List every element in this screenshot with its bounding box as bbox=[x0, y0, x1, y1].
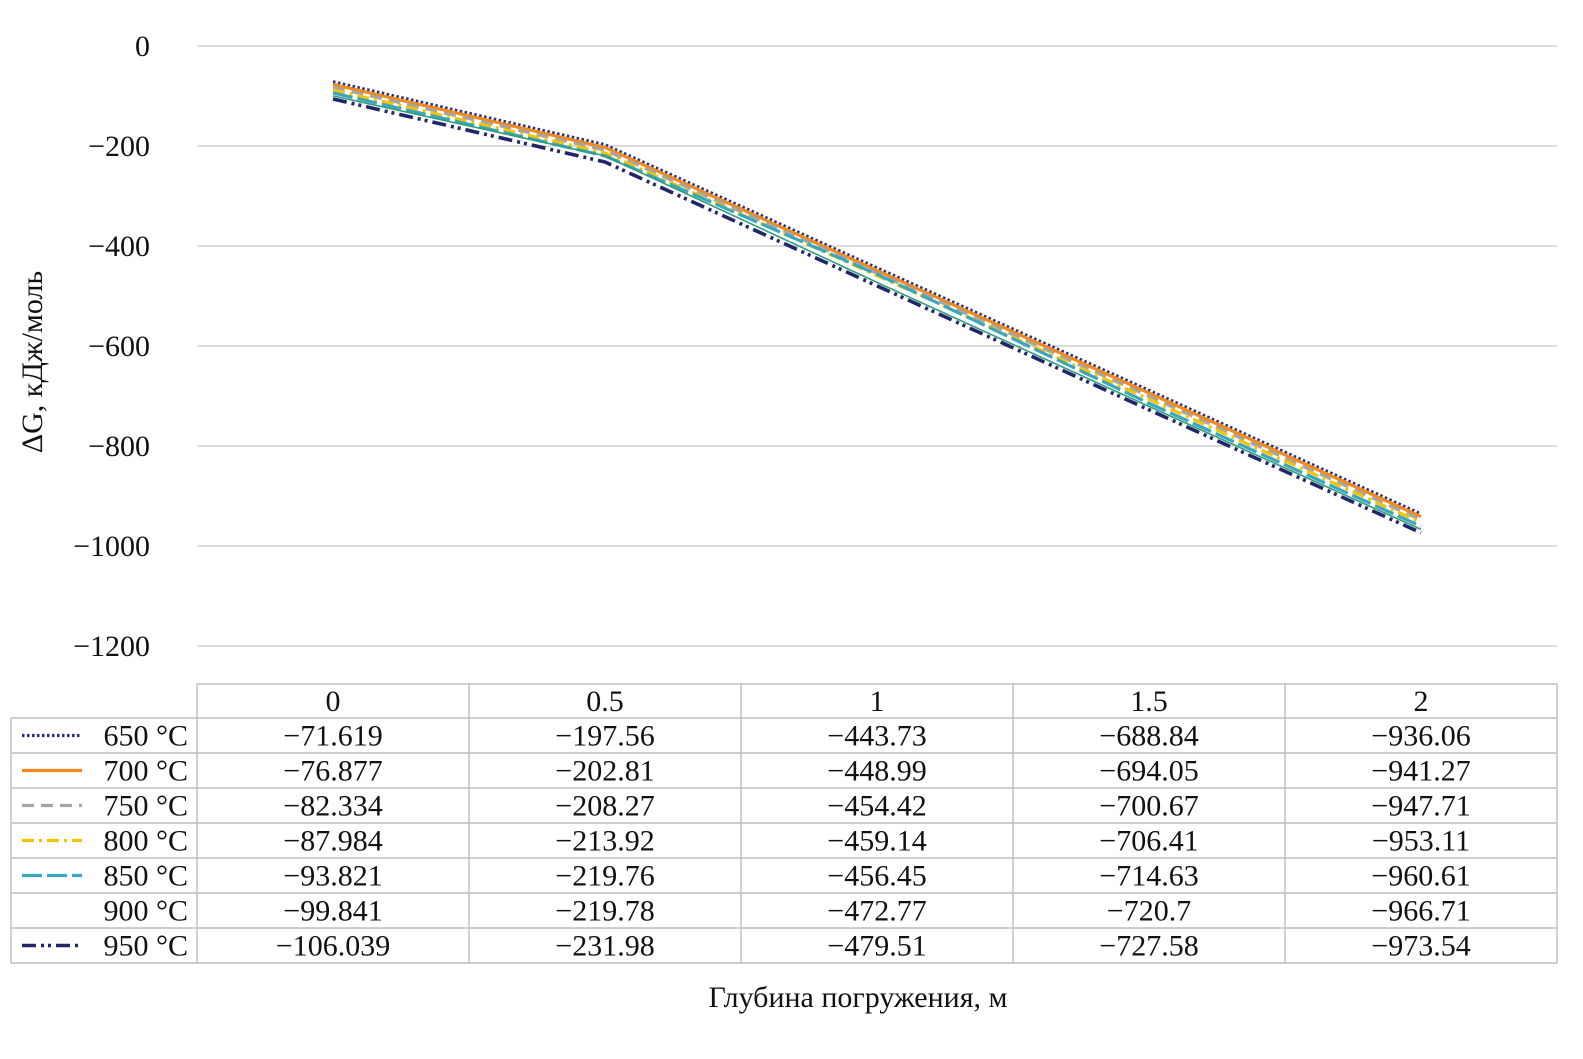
data-table-cell: −219.76 bbox=[555, 860, 654, 893]
data-table-cell: −443.73 bbox=[827, 720, 926, 753]
data-table-cell: −208.27 bbox=[555, 790, 654, 823]
x-category-label: 1 bbox=[870, 685, 885, 718]
data-table-cell: −688.84 bbox=[1099, 720, 1198, 753]
y-tick-label: −800 bbox=[88, 430, 150, 463]
data-table-cell: −71.619 bbox=[283, 720, 382, 753]
x-category-label: 0.5 bbox=[586, 685, 624, 718]
data-table: 0 0.5 1 1.5 2 650 °C −71.619 −197.56 −443.73 −688… bbox=[10, 683, 1558, 964]
data-table-cell: −76.877 bbox=[283, 755, 382, 788]
y-axis-title: ΔG, кДж/моль bbox=[16, 271, 49, 453]
data-table-cell: −966.71 bbox=[1371, 895, 1470, 928]
data-table-cell: −87.984 bbox=[283, 825, 382, 858]
legend-entry: 800 °C bbox=[103, 825, 188, 858]
gridlines bbox=[197, 45, 1557, 647]
y-axis-ticks: 0 −200 −400 −600 −800 −1000 −1200 bbox=[73, 30, 150, 663]
data-table-cell: −714.63 bbox=[1099, 860, 1198, 893]
y-tick-label: −200 bbox=[88, 130, 150, 163]
legend-entry: 900 °C bbox=[103, 895, 188, 928]
x-category-label: 2 bbox=[1414, 685, 1429, 718]
data-table-cell: −479.51 bbox=[827, 930, 926, 963]
data-table-cell: −953.11 bbox=[1372, 825, 1470, 858]
data-table-cell: −197.56 bbox=[555, 720, 654, 753]
x-category-label: 0 bbox=[326, 685, 341, 718]
series-line-5 bbox=[332, 95, 1422, 531]
data-table-cell: −82.334 bbox=[283, 790, 382, 823]
x-axis-title: Глубина погружения, м bbox=[709, 981, 1008, 1014]
series-lines bbox=[332, 80, 1422, 535]
data-table-cell: −231.98 bbox=[555, 930, 654, 963]
y-tick-label: −400 bbox=[88, 230, 150, 263]
legend-entry: 700 °C bbox=[103, 755, 188, 788]
data-table-cell: −448.99 bbox=[827, 755, 926, 788]
data-table-cell: −219.78 bbox=[555, 895, 654, 928]
data-table-cell: −456.45 bbox=[827, 860, 926, 893]
data-table-cell: −941.27 bbox=[1371, 755, 1470, 788]
data-table-cell: −459.14 bbox=[827, 825, 926, 858]
y-tick-label: −600 bbox=[88, 330, 150, 363]
data-table-cell: −106.039 bbox=[276, 930, 390, 963]
data-table-cell: −93.821 bbox=[283, 860, 382, 893]
data-table-cell: −973.54 bbox=[1371, 930, 1470, 963]
data-table-cell: −720.7 bbox=[1107, 895, 1191, 928]
series-line-0 bbox=[332, 80, 1422, 516]
series-line-4 bbox=[332, 91, 1422, 528]
y-tick-label: 0 bbox=[135, 30, 150, 63]
series-line-6 bbox=[332, 97, 1422, 535]
data-table-cell: −936.06 bbox=[1371, 720, 1470, 753]
y-tick-label: −1200 bbox=[73, 630, 150, 663]
series-line-1 bbox=[332, 82, 1422, 519]
data-table-cell: −700.67 bbox=[1099, 790, 1198, 823]
legend-entry: 650 °C bbox=[103, 720, 188, 753]
data-table-cell: −202.81 bbox=[555, 755, 654, 788]
data-table-cell: −694.05 bbox=[1099, 755, 1198, 788]
data-table-cell: −706.41 bbox=[1099, 825, 1198, 858]
data-table-cell: −960.61 bbox=[1371, 860, 1470, 893]
data-table-cell: −472.77 bbox=[827, 895, 926, 928]
x-category-label: 1.5 bbox=[1130, 685, 1168, 718]
data-table-cell: −99.841 bbox=[283, 895, 382, 928]
data-table-cell: −947.71 bbox=[1371, 790, 1470, 823]
data-table-cell: −213.92 bbox=[555, 825, 654, 858]
data-table-cell: −454.42 bbox=[827, 790, 926, 823]
legend-entry: 950 °C bbox=[103, 930, 188, 963]
y-tick-label: −1000 bbox=[73, 530, 150, 563]
legend-entry: 750 °C bbox=[103, 790, 188, 823]
legend-entry: 850 °C bbox=[103, 860, 188, 893]
data-table-cell: −727.58 bbox=[1099, 930, 1198, 963]
